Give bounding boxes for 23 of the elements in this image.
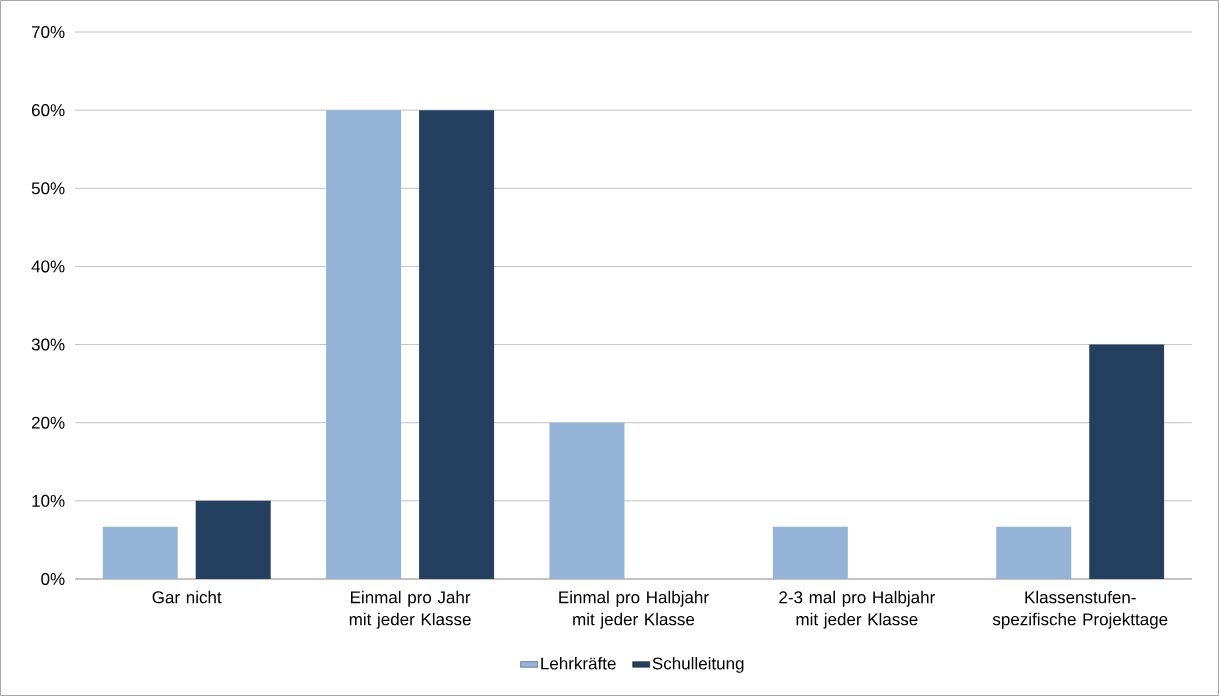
bar [772,526,848,579]
y-tick-label: 40% [31,260,65,273]
x-tick-label: Klassenstufen-spezifische Projekttage [992,590,1168,629]
x-tick-label: Einmal pro Halbjahr mit jeder Klasse [559,590,709,629]
y-tick-label: 60% [31,104,65,117]
y-tick-label: 0% [41,572,65,586]
y-tick-label: 70% [32,25,65,39]
y-tick-label: 10% [32,494,65,507]
bar [419,110,495,579]
y-tick-label: 50% [31,182,65,195]
bar [549,422,625,579]
bar [326,110,402,579]
bar [996,526,1072,579]
bar [102,526,178,579]
bar [1089,344,1165,579]
y-tick-label: 20% [31,416,65,429]
x-tick-label: 2-3 mal pro Halbjahr mit jeder Klasse [779,590,935,629]
bar [195,500,271,579]
legend-label: Schulleitung [652,657,744,673]
x-tick-label: Gar nicht [152,590,222,604]
x-tick-label: Einmal pro Jahr mit jeder Klasse [349,590,471,629]
legend-label: Lehrkräfte [541,657,616,670]
y-tick-label: 30% [31,338,65,351]
